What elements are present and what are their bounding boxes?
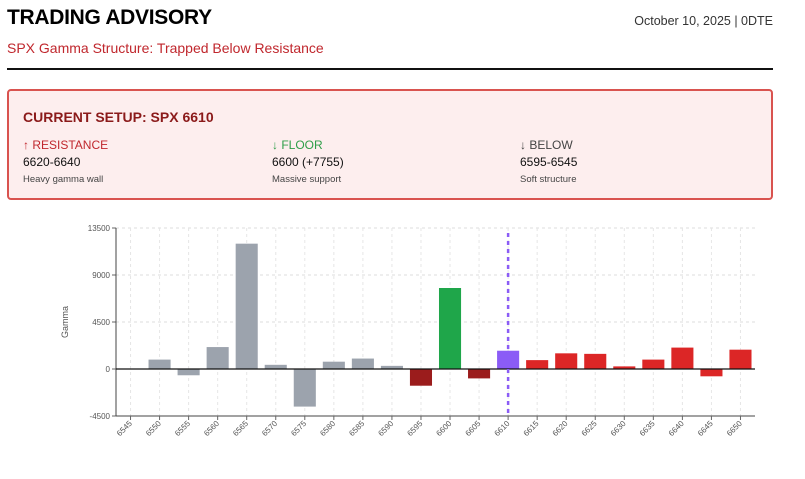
x-tick-label: 6585 [347,419,366,438]
floor-column: ↓ FLOOR 6600 (+7755) Massive support [272,138,512,185]
below-column: ↓ BELOW 6595-6545 Soft structure [520,138,760,185]
x-tick-label: 6545 [115,419,134,438]
x-tick-label: 6595 [405,419,424,438]
bar-6625 [584,353,607,369]
y-tick-label: 0 [106,365,111,374]
bar-6565 [235,243,258,369]
bar-6640 [671,347,694,369]
current-setup-panel: CURRENT SETUP: SPX 6610 ↑ RESISTANCE 662… [7,89,773,200]
gamma-bar-chart: -4500 0 4500 9000 13500 Gamma 6545 6550 6555 6560… [60,224,755,438]
x-tick-label: 6615 [522,419,541,438]
header: TRADING ADVISORY SPX Gamma Structure: Tr… [7,6,773,70]
y-tick-label: 4500 [92,318,110,327]
resistance-label: ↑ RESISTANCE [23,138,109,152]
y-tick-label: -4500 [90,412,111,421]
bar-6605 [468,369,491,379]
x-tick-label: 6560 [202,419,221,438]
x-tick-label: 6575 [289,419,308,438]
date-label: October 10, 2025 | 0DTE [634,14,773,28]
floor-value: 6600 (+7755) [272,155,344,169]
bar-6645 [700,369,723,377]
x-tick-label: 6580 [318,419,337,438]
bar-6550 [148,359,171,369]
x-tick-label: 6620 [551,419,570,438]
bar-6560 [206,347,229,369]
resistance-note: Heavy gamma wall [23,174,104,185]
bar-6630 [613,366,636,369]
bar-6555 [177,369,200,376]
x-tick-label: 6605 [464,419,483,438]
below-note: Soft structure [520,174,577,185]
below-label: ↓ BELOW [520,138,573,152]
bar-6615 [526,360,549,369]
y-tick-label: 13500 [88,224,111,233]
x-tick-label: 6590 [376,419,395,438]
x-tick-label: 6610 [493,419,512,438]
bar-6570 [264,364,287,369]
x-tick-label: 6645 [696,419,715,438]
bar-6610 [497,350,520,369]
x-tick-label: 6600 [434,419,453,438]
y-tick-label: 9000 [92,271,110,280]
below-value: 6595-6545 [520,155,578,169]
page-title: TRADING ADVISORY [7,6,212,29]
bar-6600 [438,288,462,369]
x-tick-label: 6640 [667,419,686,438]
x-tick-label: 6630 [609,419,628,438]
bar-6650 [729,349,752,369]
bar-6595 [409,369,433,386]
setup-title: CURRENT SETUP: SPX 6610 [23,109,214,125]
x-tick-label: 6650 [725,419,744,438]
bar-6620 [555,353,578,369]
x-tick-label: 6635 [638,419,657,438]
x-tick-label: 6555 [173,419,192,438]
bar-6635 [642,359,665,369]
x-tick-label: 6565 [231,419,250,438]
bar-6580 [322,361,345,369]
floor-note: Massive support [272,174,342,185]
x-tick-label: 6550 [144,419,163,438]
x-tick-label: 6570 [260,419,279,438]
resistance-column: ↑ RESISTANCE 6620-6640 Heavy gamma wall [23,138,263,185]
y-axis-label: Gamma [60,306,70,338]
bar-6585 [351,358,374,369]
x-tick-label: 6625 [580,419,599,438]
bar-6590 [380,365,403,369]
page-subtitle: SPX Gamma Structure: Trapped Below Resis… [7,40,324,56]
resistance-value: 6620-6640 [23,155,81,169]
floor-label: ↓ FLOOR [272,138,323,152]
bar-6575 [293,369,316,407]
